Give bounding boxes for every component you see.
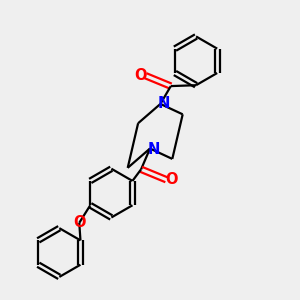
Text: O: O: [73, 215, 85, 230]
Text: O: O: [134, 68, 146, 83]
Text: N: N: [148, 142, 160, 157]
Text: N: N: [158, 95, 170, 110]
Text: O: O: [165, 172, 178, 187]
